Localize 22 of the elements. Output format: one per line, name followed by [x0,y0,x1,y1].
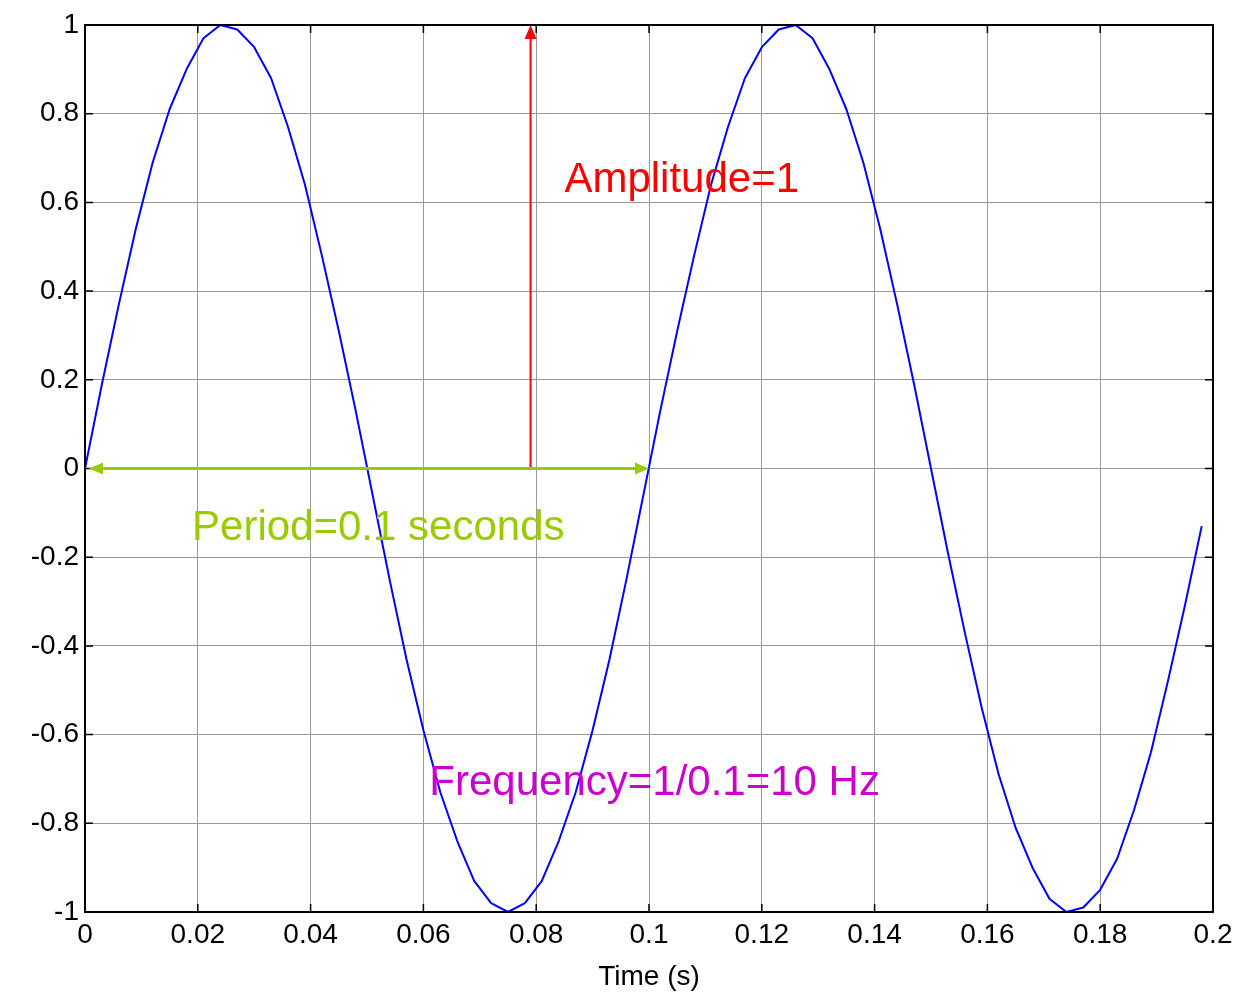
y-tick-label: -0.2 [30,539,79,571]
y-tick-label: 1 [63,7,79,39]
x-tick-label: 0.1 [629,917,669,949]
x-tick-label: 0.08 [508,917,564,949]
x-tick-label: 0.12 [734,917,790,949]
y-tick-label: -0.4 [30,628,79,660]
y-tick-label: 0.2 [40,362,79,394]
y-tick-label: 0.6 [40,185,79,217]
x-axis-title: Time (s) [598,959,700,991]
x-tick-label: 0.16 [960,917,1015,949]
x-tick-label: 0.18 [1072,917,1128,949]
x-tick-label: 0.06 [396,917,451,949]
y-tick-label: -0.6 [30,717,79,749]
y-tick-label: 0.4 [40,273,79,305]
x-tick-label: 0.04 [283,917,338,949]
x-tick-label: 0.14 [847,917,902,949]
y-tick-label: 0 [63,451,79,483]
y-tick-label: -1 [54,894,79,926]
y-tick-label: -0.8 [30,806,79,838]
x-tick-label: 0.02 [170,917,226,949]
y-tick-label: 0.8 [40,96,79,128]
x-tick-label: 0.2 [1193,917,1233,949]
